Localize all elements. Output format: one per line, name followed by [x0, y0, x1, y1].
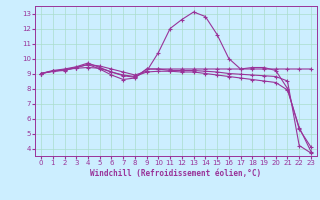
- X-axis label: Windchill (Refroidissement éolien,°C): Windchill (Refroidissement éolien,°C): [91, 169, 261, 178]
